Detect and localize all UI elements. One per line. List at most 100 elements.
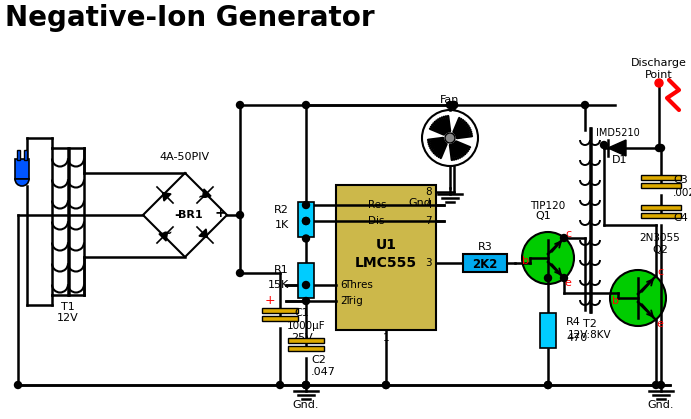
Text: IMD5210: IMD5210 [596, 128, 640, 138]
Text: 3: 3 [426, 258, 432, 268]
Text: C1: C1 [294, 308, 310, 318]
Text: 15K: 15K [267, 280, 289, 290]
Text: 25V: 25V [291, 333, 313, 343]
Text: TIP120: TIP120 [531, 201, 566, 211]
Polygon shape [159, 233, 167, 241]
Text: U1: U1 [375, 238, 397, 252]
Bar [17, 150, 20, 160]
Bar [540, 313, 556, 347]
Text: Q1: Q1 [535, 211, 551, 221]
Text: Negative-Ion Generator: Negative-Ion Generator [5, 4, 375, 32]
Text: BR1: BR1 [178, 210, 202, 220]
Bar [288, 346, 324, 351]
Circle shape [383, 382, 390, 388]
Text: 4A-50PIV: 4A-50PIV [160, 152, 210, 162]
Polygon shape [162, 192, 171, 201]
Text: Gnd.: Gnd. [409, 198, 435, 208]
Text: e: e [656, 319, 663, 329]
Circle shape [545, 382, 551, 388]
Text: R3: R3 [477, 242, 493, 252]
Circle shape [303, 297, 310, 305]
Text: 7: 7 [426, 216, 432, 226]
Circle shape [303, 382, 310, 388]
Circle shape [236, 212, 243, 218]
Bar [641, 183, 681, 188]
Text: ~: ~ [162, 227, 172, 240]
Circle shape [236, 101, 243, 109]
Circle shape [656, 145, 663, 152]
Text: c: c [657, 267, 663, 277]
Text: LMC555: LMC555 [355, 256, 417, 270]
Text: 2: 2 [340, 296, 347, 306]
Bar [641, 213, 681, 218]
Circle shape [545, 382, 551, 388]
Circle shape [445, 133, 455, 143]
Text: 1: 1 [383, 333, 389, 343]
Circle shape [655, 79, 663, 87]
Circle shape [582, 101, 589, 109]
Text: T2: T2 [583, 319, 597, 329]
Text: Discharge: Discharge [631, 58, 687, 68]
Text: c: c [565, 229, 571, 239]
Text: 1K: 1K [275, 220, 289, 230]
Circle shape [560, 235, 567, 241]
Circle shape [522, 232, 574, 284]
Bar [262, 316, 298, 321]
Circle shape [383, 382, 390, 388]
Text: b: b [522, 256, 529, 266]
Text: R2: R2 [274, 205, 289, 215]
Circle shape [303, 382, 310, 388]
Text: Q2: Q2 [652, 245, 668, 255]
Circle shape [560, 274, 567, 282]
Circle shape [422, 110, 478, 166]
Circle shape [545, 274, 551, 282]
Text: +: + [265, 293, 275, 307]
Text: 2K2: 2K2 [473, 258, 498, 271]
Text: 12V: 12V [57, 313, 79, 323]
Circle shape [303, 282, 310, 289]
Text: 8: 8 [426, 187, 432, 197]
Bar [463, 254, 507, 272]
Text: Trig: Trig [344, 296, 363, 306]
Text: 4: 4 [426, 200, 432, 210]
Text: 1000μF: 1000μF [287, 321, 325, 331]
Text: T1: T1 [61, 302, 75, 312]
Bar [641, 205, 681, 210]
Text: Res: Res [368, 200, 386, 210]
Bar [288, 338, 324, 343]
Text: .002: .002 [673, 188, 691, 198]
Bar [298, 262, 314, 297]
Bar [15, 159, 29, 179]
Text: Fan: Fan [440, 95, 460, 105]
Bar [262, 308, 298, 313]
Text: e: e [565, 278, 571, 288]
Circle shape [652, 382, 659, 388]
Circle shape [303, 235, 310, 242]
Text: Gnd.: Gnd. [647, 400, 674, 410]
Text: Gnd.: Gnd. [293, 400, 319, 410]
Wedge shape [15, 179, 29, 186]
Circle shape [303, 202, 310, 209]
Text: -: - [174, 208, 180, 222]
Circle shape [658, 382, 665, 388]
Text: C4: C4 [673, 213, 688, 223]
Circle shape [303, 382, 310, 388]
Bar [24, 150, 27, 160]
Polygon shape [608, 140, 626, 156]
Bar [298, 202, 314, 238]
Polygon shape [199, 229, 207, 238]
Text: 6: 6 [340, 280, 347, 290]
Circle shape [658, 145, 665, 152]
Text: R4: R4 [566, 317, 581, 327]
Polygon shape [202, 189, 211, 197]
Text: R1: R1 [274, 265, 289, 275]
Bar [336, 185, 436, 330]
Text: Thres: Thres [344, 280, 373, 290]
Circle shape [15, 382, 21, 388]
Circle shape [446, 101, 453, 109]
Text: C3: C3 [673, 175, 688, 185]
Text: +: + [214, 206, 226, 220]
Text: b: b [612, 296, 620, 306]
Circle shape [451, 101, 457, 109]
Text: 470: 470 [566, 333, 587, 343]
